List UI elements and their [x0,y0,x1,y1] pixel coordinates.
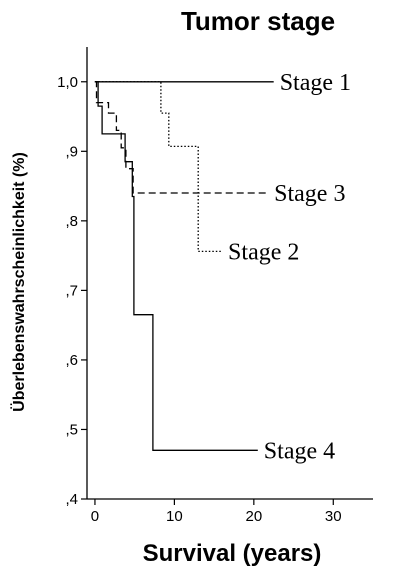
x-ticks: 0 10 20 30 [91,499,342,525]
y-tick-label: ,4 [65,491,78,508]
curve-stage-3 [94,81,269,194]
x-axis-label: Survival (years) [143,540,322,567]
y-ticks: 1,0 ,9 ,8 ,7 ,6 ,5 ,4 [57,74,87,508]
x-tick-label: 10 [166,508,183,525]
chart-title: Tumor stage [181,6,335,36]
y-tick-label: ,7 [65,282,78,299]
y-tick-label: ,8 [65,213,78,230]
y-tick-label: 1,0 [57,74,78,91]
label-stage-1: Stage 1 [280,70,351,96]
label-stage-2: Stage 2 [228,239,299,265]
x-tick-label: 0 [91,508,99,525]
y-axis-label: Überlebenswahrscheinlichkeit (%) [9,152,28,412]
curve-stage-2 [94,81,223,253]
survival-curves [94,81,274,451]
y-tick-label: ,5 [65,421,78,438]
x-tick-label: 20 [245,508,262,525]
label-stage-3: Stage 3 [274,181,345,207]
label-stage-4: Stage 4 [264,438,335,464]
y-tick-label: ,6 [65,352,78,369]
curve-stage-4 [94,81,258,451]
y-tick-label: ,9 [65,143,78,160]
stage-labels: Stage 1 Stage 2 Stage 3 Stage 4 [228,70,351,465]
x-tick-label: 30 [325,508,342,525]
